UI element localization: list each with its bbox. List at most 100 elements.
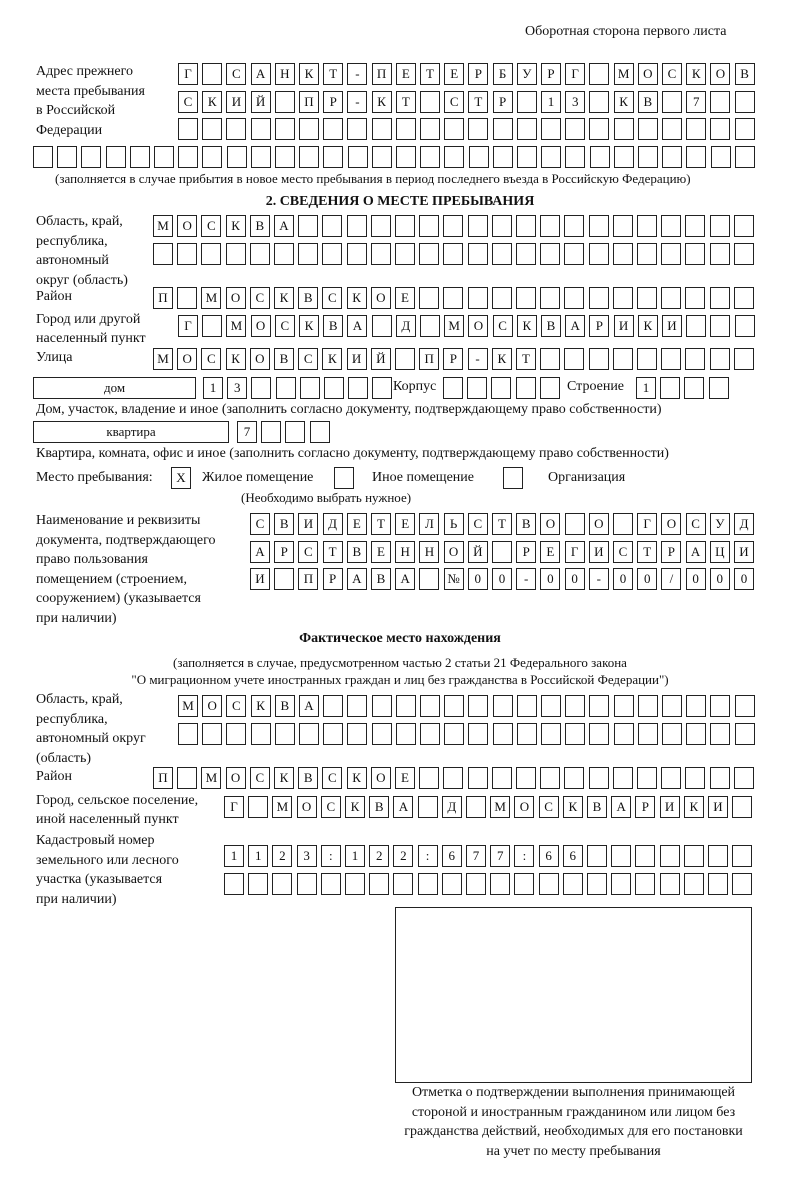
char-cell[interactable]	[323, 118, 344, 140]
char-cell[interactable]: Т	[637, 541, 658, 563]
char-cell[interactable]: Г	[565, 63, 586, 85]
char-cell[interactable]: Е	[371, 541, 391, 563]
char-cell[interactable]: 7	[490, 845, 511, 867]
char-cell[interactable]: А	[250, 541, 270, 563]
char-cell[interactable]	[441, 873, 462, 895]
char-cell[interactable]: 0	[467, 568, 488, 590]
char-cell[interactable]	[225, 243, 246, 265]
char-cell[interactable]	[565, 118, 586, 140]
char-cell[interactable]	[285, 421, 306, 443]
char-cell[interactable]	[201, 243, 222, 265]
char-cell[interactable]	[685, 215, 706, 237]
apt-type-field[interactable]: квартира	[33, 421, 229, 443]
char-cell[interactable]: А	[611, 796, 632, 818]
char-cell[interactable]	[177, 243, 198, 265]
char-cell[interactable]	[662, 118, 682, 140]
char-cell[interactable]: О	[177, 348, 198, 370]
char-cell[interactable]	[420, 146, 441, 168]
char-cell[interactable]: С	[538, 796, 559, 818]
char-cell[interactable]	[417, 796, 438, 818]
char-cell[interactable]	[178, 723, 198, 745]
char-cell[interactable]: С	[178, 91, 198, 113]
char-cell[interactable]	[540, 243, 561, 265]
char-cell[interactable]	[612, 287, 633, 309]
char-cell[interactable]	[589, 723, 610, 745]
char-cell[interactable]: Т	[492, 513, 512, 535]
char-cell[interactable]	[516, 118, 537, 140]
char-cell[interactable]: Г	[637, 513, 658, 535]
char-cell[interactable]	[348, 377, 369, 399]
char-cell[interactable]: И	[662, 315, 682, 337]
char-cell[interactable]	[443, 243, 464, 265]
char-cell[interactable]	[515, 377, 536, 399]
char-cell[interactable]: О	[468, 315, 489, 337]
char-cell[interactable]: Д	[322, 513, 343, 535]
char-cell[interactable]: №	[443, 568, 464, 590]
char-cell[interactable]: М	[201, 767, 222, 789]
char-cell[interactable]	[274, 723, 295, 745]
char-cell[interactable]	[491, 767, 512, 789]
char-cell[interactable]	[540, 348, 561, 370]
char-cell[interactable]	[587, 845, 607, 867]
char-cell[interactable]	[539, 377, 560, 399]
char-cell[interactable]: Т	[395, 91, 416, 113]
char-cell[interactable]	[662, 91, 682, 113]
char-cell[interactable]: К	[322, 348, 343, 370]
char-cell[interactable]	[250, 118, 271, 140]
char-cell[interactable]	[733, 215, 754, 237]
char-cell[interactable]: 1	[224, 845, 244, 867]
char-cell[interactable]: -	[347, 63, 368, 85]
char-cell[interactable]: В	[369, 796, 390, 818]
char-cell[interactable]: Б	[492, 63, 513, 85]
char-cell[interactable]: К	[299, 315, 319, 337]
char-cell[interactable]	[323, 723, 344, 745]
char-cell[interactable]	[467, 215, 488, 237]
char-cell[interactable]	[274, 568, 295, 590]
char-cell[interactable]	[57, 146, 78, 168]
place-option-other-checkbox[interactable]	[334, 467, 354, 489]
char-cell[interactable]	[251, 377, 272, 399]
char-cell[interactable]: П	[371, 63, 392, 85]
char-cell[interactable]	[637, 118, 658, 140]
char-cell[interactable]	[611, 873, 632, 895]
char-cell[interactable]	[129, 146, 150, 168]
char-cell[interactable]	[611, 845, 632, 867]
char-cell[interactable]	[516, 695, 537, 717]
char-cell[interactable]: С	[444, 91, 465, 113]
char-cell[interactable]: Е	[444, 63, 465, 85]
char-cell[interactable]: Д	[441, 796, 462, 818]
char-cell[interactable]: М	[272, 796, 293, 818]
char-cell[interactable]	[564, 215, 585, 237]
char-cell[interactable]	[81, 146, 102, 168]
char-cell[interactable]	[541, 695, 561, 717]
char-cell[interactable]: В	[274, 513, 295, 535]
char-cell[interactable]	[565, 723, 586, 745]
char-cell[interactable]	[345, 873, 365, 895]
char-cell[interactable]: С	[492, 315, 513, 337]
char-cell[interactable]	[296, 873, 317, 895]
char-cell[interactable]	[710, 315, 731, 337]
char-cell[interactable]	[565, 695, 586, 717]
char-cell[interactable]	[177, 287, 198, 309]
char-cell[interactable]	[298, 243, 319, 265]
char-cell[interactable]: Е	[395, 63, 416, 85]
char-cell[interactable]: Г	[224, 796, 244, 818]
char-cell[interactable]: С	[662, 63, 682, 85]
char-cell[interactable]	[299, 118, 319, 140]
char-cell[interactable]	[564, 348, 585, 370]
char-cell[interactable]: К	[637, 315, 658, 337]
char-cell[interactable]	[709, 767, 730, 789]
char-cell[interactable]	[274, 91, 295, 113]
char-cell[interactable]: С	[322, 287, 343, 309]
char-cell[interactable]	[733, 243, 754, 265]
char-cell[interactable]: Н	[395, 541, 416, 563]
char-cell[interactable]	[467, 243, 488, 265]
char-cell[interactable]	[589, 91, 610, 113]
char-cell[interactable]: И	[346, 348, 367, 370]
char-cell[interactable]: Т	[322, 541, 343, 563]
char-cell[interactable]	[637, 767, 657, 789]
char-cell[interactable]	[395, 243, 415, 265]
char-cell[interactable]	[346, 243, 367, 265]
char-cell[interactable]	[637, 215, 657, 237]
char-cell[interactable]: С	[201, 215, 222, 237]
